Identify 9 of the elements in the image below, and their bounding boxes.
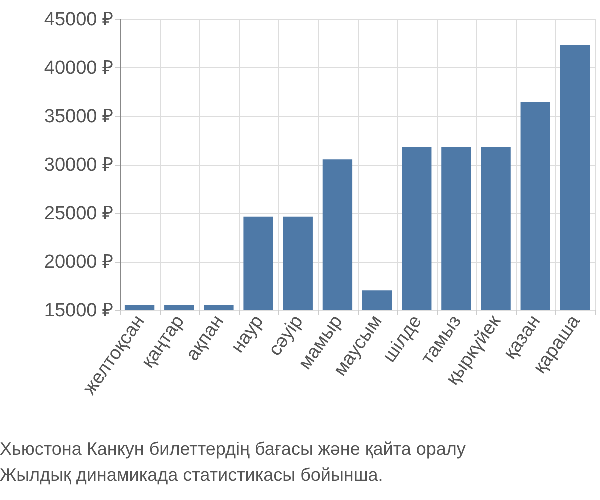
y-tick-label: 40000 ₽ <box>44 58 114 79</box>
y-tick-label: 20000 ₽ <box>44 252 114 273</box>
y-tick-label: 25000 ₽ <box>44 204 114 224</box>
y-tick-label: 45000 ₽ <box>44 10 114 30</box>
y-tick-label: 35000 ₽ <box>44 106 114 128</box>
text: Жылдық динамикада статистикасы бойынша. <box>0 465 384 485</box>
text: Хьюстона Канкун билеттердің бағасы және қайта оралу <box>0 439 466 459</box>
y-tick-label: 30000 ₽ <box>44 155 114 176</box>
y-tick-label: 15000 ₽ <box>44 300 114 322</box>
